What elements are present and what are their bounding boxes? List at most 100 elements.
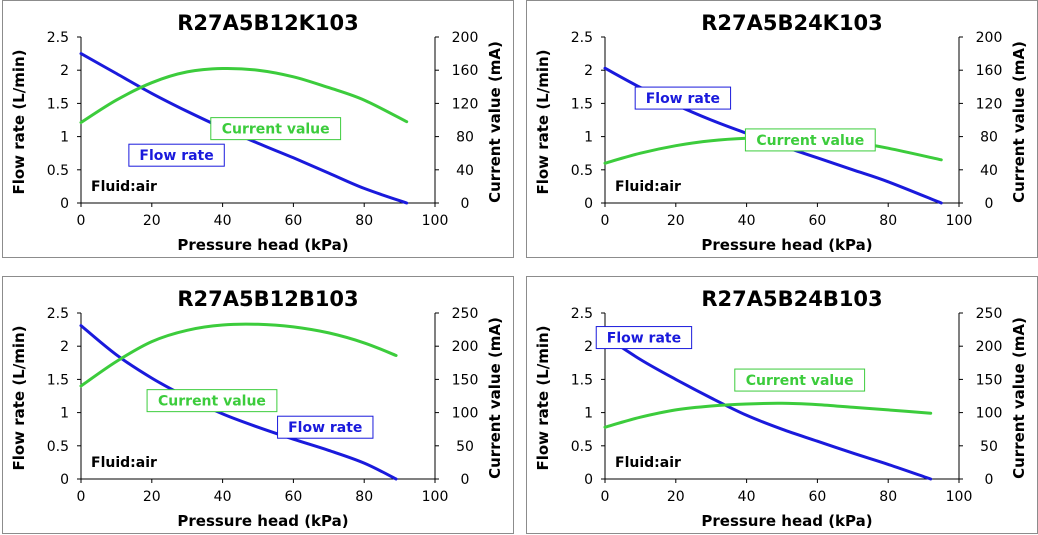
series-label-box xyxy=(128,143,225,167)
y-tick-label: 1 xyxy=(584,130,593,146)
series-label-text: Flow rate xyxy=(607,331,681,347)
y2-tick-label: 250 xyxy=(976,306,1003,322)
y2-tick-label: 150 xyxy=(976,372,1003,388)
fluid-annotation: Fluid:air xyxy=(91,179,157,195)
y2-tick-label: 160 xyxy=(976,63,1003,79)
y-tick-label: 2.5 xyxy=(47,306,69,322)
y2-tick-label: 100 xyxy=(452,406,479,422)
chart-svg: R27A5B24B103 0 20 40 60 80 100 0 0.5 1 1.5 2 2.5 0 50 1… xyxy=(534,287,1028,530)
chart-title: R27A5B24B103 xyxy=(701,287,882,311)
y-tick-label: 1.5 xyxy=(571,96,593,112)
y2-tick-label: 150 xyxy=(452,372,479,388)
y2-tick-label: 50 xyxy=(456,439,474,455)
x-tick-label: 60 xyxy=(808,489,826,505)
chart-title: R27A5B24K103 xyxy=(701,11,883,35)
chart-title: R27A5B12B103 xyxy=(177,287,358,311)
series-label-text: Current value xyxy=(158,394,266,410)
fluid-annotation: Fluid:air xyxy=(615,179,681,195)
series-label-text: Flow rate xyxy=(646,91,720,107)
y-tick-label: 1 xyxy=(60,406,69,422)
series-label-flow-rate: Flow rate xyxy=(128,143,225,167)
series-label-box xyxy=(744,128,876,152)
chart-svg: R27A5B24K103 0 20 40 60 80 100 0 0.5 1 1.5 2 2.5 0 40 8… xyxy=(534,11,1028,254)
y-tick-label: 2.5 xyxy=(571,306,593,322)
series-label-current-value: Current value xyxy=(210,117,342,141)
chart-panel-2: R27A5B24K103 0 20 40 60 80 100 0 0.5 1 1.5 2 2.5 0 40 8… xyxy=(526,0,1038,258)
y-tick-label: 1 xyxy=(584,406,593,422)
series-label-text: Flow rate xyxy=(288,420,362,436)
y-tick-label: 2 xyxy=(584,339,593,355)
x-tick-label: 40 xyxy=(738,489,756,505)
y-tick-label: 0.5 xyxy=(47,163,69,179)
y-tick-label: 1.5 xyxy=(571,372,593,388)
series-label-flow-rate: Flow rate xyxy=(277,415,374,439)
chart-svg: R27A5B12B103 0 20 40 60 80 100 0 0.5 1 1.5 2 2.5 0 50 1… xyxy=(10,287,504,530)
y-tick-label: 1 xyxy=(60,130,69,146)
x-tick-label: 60 xyxy=(284,213,302,229)
series-line-current-value xyxy=(79,322,398,388)
y-axis-title: Flow rate (L/min) xyxy=(10,325,28,470)
y-tick-label: 2 xyxy=(60,63,69,79)
x-tick-label: 0 xyxy=(601,213,610,229)
x-tick-label: 80 xyxy=(355,213,373,229)
x-tick-label: 40 xyxy=(738,213,756,229)
y-tick-label: 2.5 xyxy=(571,30,593,46)
y-axis-title: Flow rate (L/min) xyxy=(10,49,28,194)
y-tick-label: 2 xyxy=(60,339,69,355)
y2-axis-title: Current value (mA) xyxy=(486,317,504,479)
y-tick-label: 1.5 xyxy=(47,372,69,388)
y2-tick-label: 50 xyxy=(980,439,998,455)
x-axis-title: Pressure head (kPa) xyxy=(701,236,872,254)
y2-tick-label: 80 xyxy=(980,130,998,146)
chart-title: R27A5B12K103 xyxy=(177,11,359,35)
series-label-box xyxy=(595,326,693,350)
y-axis-title: Flow rate (L/min) xyxy=(534,325,552,470)
x-tick-label: 40 xyxy=(214,489,232,505)
series-line-current-value xyxy=(603,401,933,429)
series-label-current-value: Current value xyxy=(744,128,876,152)
x-axis-title: Pressure head (kPa) xyxy=(701,512,872,530)
series-label-text: Flow rate xyxy=(139,148,213,164)
y2-tick-label: 0 xyxy=(461,472,470,488)
x-axis-title: Pressure head (kPa) xyxy=(177,512,348,530)
y2-axis-title: Current value (mA) xyxy=(1010,41,1028,203)
series-label-box xyxy=(210,117,342,141)
x-tick-label: 80 xyxy=(879,489,897,505)
x-tick-label: 20 xyxy=(143,489,161,505)
y-tick-label: 0.5 xyxy=(571,163,593,179)
x-tick-label: 80 xyxy=(879,213,897,229)
x-tick-label: 100 xyxy=(946,489,973,505)
x-tick-label: 80 xyxy=(355,489,373,505)
chart-panel-1: R27A5B12K103 0 20 40 60 80 100 0 0.5 1 1.5 2 2.5 0 40 8… xyxy=(2,0,514,258)
series-label-text: Current value xyxy=(222,122,330,138)
chart-svg: R27A5B12K103 0 20 40 60 80 100 0 0.5 1 1.5 2 2.5 0 40 8… xyxy=(10,11,504,254)
y-tick-label: 0 xyxy=(584,472,593,488)
x-axis-title: Pressure head (kPa) xyxy=(177,236,348,254)
x-tick-label: 20 xyxy=(143,213,161,229)
y-tick-label: 0 xyxy=(584,196,593,212)
x-tick-label: 20 xyxy=(667,489,685,505)
y2-tick-label: 0 xyxy=(985,472,994,488)
series-label-flow-rate: Flow rate xyxy=(634,86,732,110)
y-tick-label: 0.5 xyxy=(47,439,69,455)
series-label-text: Current value xyxy=(746,373,854,389)
chart-panel-3: R27A5B12B103 0 20 40 60 80 100 0 0.5 1 1.5 2 2.5 0 50 1… xyxy=(2,276,514,534)
x-tick-label: 0 xyxy=(77,213,86,229)
fluid-annotation: Fluid:air xyxy=(91,455,157,471)
series-label-current-value: Current value xyxy=(734,368,866,392)
y2-tick-label: 0 xyxy=(985,196,994,212)
y2-tick-label: 200 xyxy=(976,339,1003,355)
y-tick-label: 2 xyxy=(584,63,593,79)
x-tick-label: 0 xyxy=(77,489,86,505)
y2-tick-label: 250 xyxy=(452,306,479,322)
chart-panel-4: R27A5B24B103 0 20 40 60 80 100 0 0.5 1 1.5 2 2.5 0 50 1… xyxy=(526,276,1038,534)
y2-tick-label: 80 xyxy=(456,130,474,146)
y2-tick-label: 200 xyxy=(976,30,1003,46)
y-tick-label: 2.5 xyxy=(47,30,69,46)
y2-tick-label: 40 xyxy=(456,163,474,179)
y2-tick-label: 120 xyxy=(452,96,479,112)
series-line-flow-rate xyxy=(603,334,933,481)
x-tick-label: 100 xyxy=(422,213,449,229)
series-label-box xyxy=(146,389,278,413)
series-label-box xyxy=(734,368,866,392)
